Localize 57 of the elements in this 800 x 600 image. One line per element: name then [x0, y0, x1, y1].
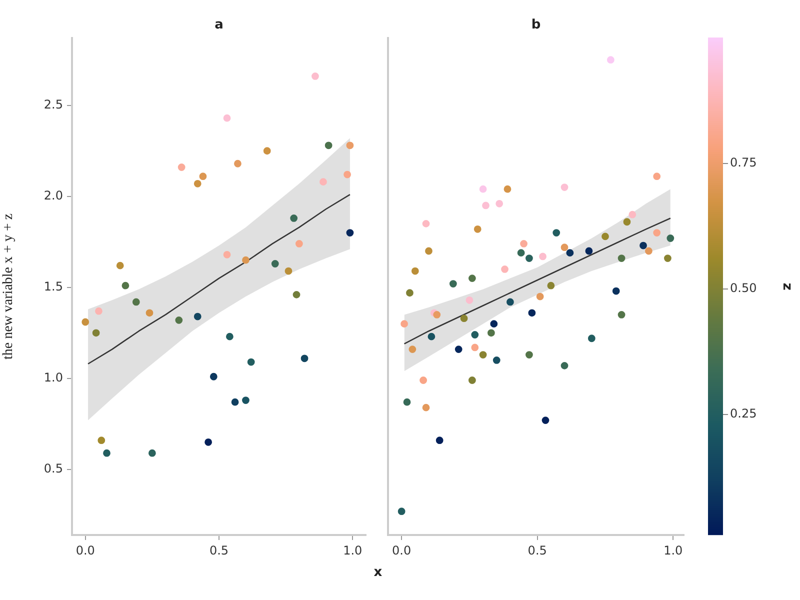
- x-tick-label: 0.0: [392, 543, 412, 558]
- point: [223, 250, 231, 258]
- point: [194, 180, 202, 188]
- color-bar-title: z: [780, 282, 795, 290]
- point: [346, 229, 354, 236]
- point: [116, 262, 124, 270]
- point: [210, 372, 218, 380]
- color-bar-label: 0.25: [730, 406, 757, 421]
- point: [95, 307, 102, 315]
- color-bar-label: 0.50: [730, 281, 757, 296]
- point: [92, 329, 100, 337]
- point: [290, 214, 298, 222]
- x-tick-label: 1.0: [343, 543, 362, 558]
- point: [295, 240, 303, 248]
- chart-title: a: [214, 17, 224, 32]
- x-tick-label: 1.0: [664, 543, 683, 558]
- point: [194, 312, 202, 320]
- y-tick-label: 2.0: [44, 188, 63, 203]
- point: [226, 332, 234, 340]
- point: [324, 142, 332, 150]
- point: [148, 449, 156, 457]
- point: [231, 398, 239, 406]
- point: [146, 309, 154, 317]
- point: [132, 298, 140, 306]
- point: [320, 178, 327, 186]
- point: [284, 267, 292, 275]
- point: [242, 396, 250, 404]
- point: [344, 170, 351, 178]
- point: [103, 449, 110, 457]
- point: [175, 316, 183, 324]
- point: [312, 72, 319, 80]
- y-tick-label: 2.5: [44, 97, 63, 112]
- y-tick-label: 1.5: [44, 280, 63, 294]
- point: [82, 318, 90, 326]
- x-tick-label: 0.5: [528, 543, 547, 558]
- point: [300, 354, 308, 362]
- y-axis-title: the new variable x + y + z: [1, 213, 16, 360]
- chart-title: b: [531, 17, 541, 32]
- point: [178, 164, 186, 171]
- y-tick-label: 0.5: [44, 462, 63, 476]
- x-tick-label: 0.0: [76, 543, 95, 558]
- point: [98, 436, 106, 444]
- x-axis-title: x: [372, 565, 384, 580]
- point: [346, 142, 354, 150]
- point: [223, 114, 231, 122]
- point: [292, 290, 300, 298]
- color-bar-label: 0.75: [730, 156, 757, 170]
- point: [234, 160, 242, 168]
- y-tick-label: 1.0: [44, 370, 63, 385]
- x-tick-label: 0.5: [209, 543, 229, 558]
- point: [204, 438, 212, 446]
- point: [199, 172, 207, 180]
- point: [263, 147, 271, 155]
- point: [247, 358, 255, 366]
- point: [122, 282, 130, 290]
- point: [271, 260, 279, 268]
- point: [242, 256, 250, 264]
